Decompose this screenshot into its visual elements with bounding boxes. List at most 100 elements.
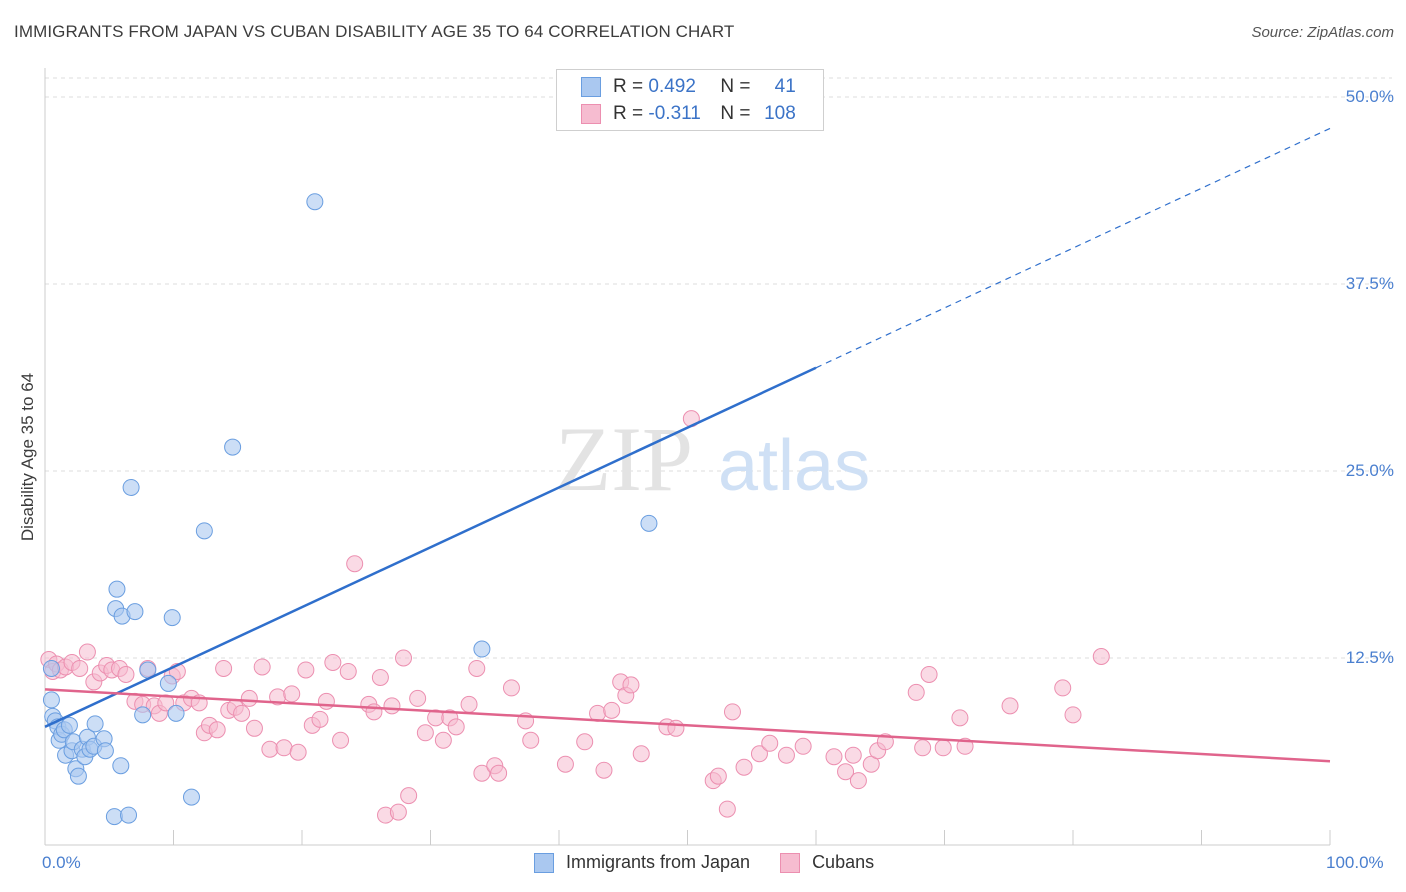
trend-lines (44, 127, 1331, 763)
japan-point (42, 691, 60, 709)
cubans-point (934, 739, 952, 757)
japan-point (195, 522, 213, 540)
x-tick-label-max: 100.0% (1326, 853, 1384, 872)
legend-r-cubans: -0.311 (648, 103, 701, 124)
japan-point (163, 609, 181, 627)
cubans-point (297, 661, 315, 679)
watermark: ZIP atlas (555, 408, 870, 510)
japan-point (473, 640, 491, 658)
legend-item-japan[interactable]: Immigrants from Japan (534, 852, 750, 873)
japan-point (69, 767, 87, 785)
cubans-point (632, 745, 650, 763)
legend-row-japan: R = 0.492 N = 41 (581, 75, 796, 99)
cubans-point (849, 772, 867, 790)
stats-legend: R = 0.492 N = 41 R = -0.311 N = 108 (556, 69, 824, 131)
cubans-point (502, 679, 520, 697)
cubans-point (289, 743, 307, 761)
y-tick-label: 25.0% (1345, 461, 1394, 480)
legend-n-cubans: 108 (764, 103, 796, 124)
y-tick-label: 50.0% (1345, 87, 1394, 106)
japan-point (167, 704, 185, 722)
legend-r-label: R = (613, 103, 644, 124)
cubans-point (395, 649, 413, 667)
japan-point (60, 716, 78, 734)
japan-point (122, 478, 140, 496)
japan-point (120, 806, 138, 824)
legend-n-japan: 41 (774, 76, 796, 97)
cubans-point (245, 719, 263, 737)
cubans-trend-line (44, 688, 1331, 763)
cubans-point (240, 689, 258, 707)
x-tick-label-min: 0.0% (42, 853, 81, 872)
cubans-point (409, 689, 427, 707)
source-credit: Source: ZipAtlas.com (1251, 24, 1394, 41)
cubans-point (332, 731, 350, 749)
cubans-point (1092, 648, 1110, 666)
cubans-point (794, 737, 812, 755)
cubans-point (317, 692, 335, 710)
cubans-point (447, 718, 465, 736)
legend-swatch-cubans (581, 104, 601, 124)
cubans-point (339, 662, 357, 680)
legend-item-cubans[interactable]: Cubans (780, 852, 874, 873)
cubans-point (253, 658, 271, 676)
japan-point (182, 788, 200, 806)
cubans-point (1054, 679, 1072, 697)
cubans-point (157, 694, 175, 712)
japan-trend-line (44, 366, 817, 728)
cubans-point (1064, 706, 1082, 724)
cubans-point (468, 659, 486, 677)
cubans-point (117, 665, 135, 683)
cubans-point (914, 739, 932, 757)
legend-n-label: N = (720, 76, 751, 97)
cubans-point (78, 643, 96, 661)
cubans-point (718, 800, 736, 818)
cubans-point (261, 740, 279, 758)
legend-r-japan: 0.492 (648, 76, 696, 97)
cubans-point (825, 748, 843, 766)
cubans-point (709, 767, 727, 785)
y-tick-label: 12.5% (1345, 648, 1394, 667)
legend-swatch-japan (581, 77, 601, 97)
cubans-point (311, 710, 329, 728)
cubans-point (603, 701, 621, 719)
japan-point (640, 514, 658, 532)
cubans-point (416, 724, 434, 742)
cubans-point (233, 704, 251, 722)
chart-title: IMMIGRANTS FROM JAPAN VS CUBAN DISABILIT… (14, 22, 735, 41)
cubans-point (844, 746, 862, 764)
cubans-point (346, 555, 364, 573)
japan-trend-extension (815, 127, 1331, 369)
cubans-point (383, 697, 401, 715)
cubans-point (208, 721, 226, 739)
watermark-atlas: atlas (718, 426, 870, 506)
japan-point (86, 715, 104, 733)
y-tick-label: 37.5% (1345, 274, 1394, 293)
cubans-point (907, 683, 925, 701)
cubans-point (735, 758, 753, 776)
cubans-point (576, 733, 594, 751)
cubans-point (434, 731, 452, 749)
cubans-point (522, 731, 540, 749)
japan-point (126, 603, 144, 621)
cubans-point (215, 659, 233, 677)
cubans-point (556, 755, 574, 773)
japan-point (108, 580, 126, 598)
cubans-point (667, 719, 685, 737)
cubans-point (400, 787, 418, 805)
grid-lines (45, 77, 1392, 659)
cubans-point (920, 665, 938, 683)
cubans-point (275, 739, 293, 757)
cubans-point (71, 659, 89, 677)
cubans-point (371, 668, 389, 686)
legend-swatch-japan (534, 852, 554, 873)
japan-point (112, 757, 130, 775)
series-legend: Immigrants from Japan Cubans (534, 852, 904, 873)
japan-point (134, 706, 152, 724)
japan-point (42, 659, 60, 677)
cubans-point (622, 676, 640, 694)
cubans-point (473, 764, 491, 782)
legend-r-label: R = (613, 76, 644, 97)
japan-point (306, 193, 324, 211)
cubans-point (283, 685, 301, 703)
